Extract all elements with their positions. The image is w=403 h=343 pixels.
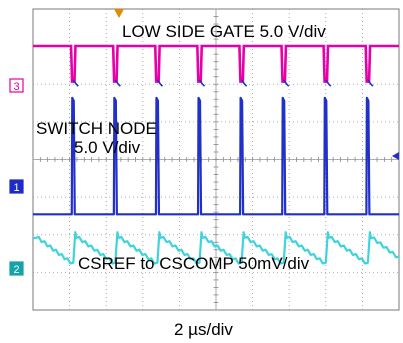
channel-marker-box [9, 179, 24, 194]
traces [32, 44, 400, 265]
switch-node-ring [156, 79, 164, 87]
switch-annotation-line2: 5.0 V/div [74, 138, 141, 157]
trace-low-side-gate [33, 44, 399, 83]
channel-marker-label: 2 [13, 264, 19, 276]
trigger-level-icon [392, 152, 399, 160]
csref-annotation: CSREF to CSCOMP 50mV/div [78, 254, 310, 273]
trace-switch-node [33, 96, 399, 216]
switch-node-ring [367, 79, 374, 87]
switch-annotation-line1: SWITCH NODE [36, 119, 157, 138]
trigger-position-icon [114, 9, 124, 18]
gate-annotation: LOW SIDE GATE 5.0 V/div [122, 22, 326, 41]
trace-csref-to-cscomp [32, 231, 400, 265]
x-axis-label: 2 µs/div [174, 320, 233, 339]
channel-marker-label: 3 [13, 81, 19, 93]
switch-node-ring [240, 79, 248, 87]
switch-node-ring [198, 79, 206, 87]
switch-node-ring [325, 79, 332, 87]
channel-marker-3: 3 [9, 78, 24, 93]
channel-markers: 3 1 2 [9, 9, 399, 276]
switch-node-ring [114, 79, 121, 87]
channel-marker-1: 1 [9, 179, 24, 194]
switch-node-ring [283, 79, 290, 87]
channel-marker-2: 2 [9, 261, 24, 276]
switch-node-ring [72, 79, 79, 87]
channel-marker-label: 1 [13, 182, 19, 194]
channel-marker-box [9, 261, 24, 276]
channel-marker-box [9, 78, 24, 93]
